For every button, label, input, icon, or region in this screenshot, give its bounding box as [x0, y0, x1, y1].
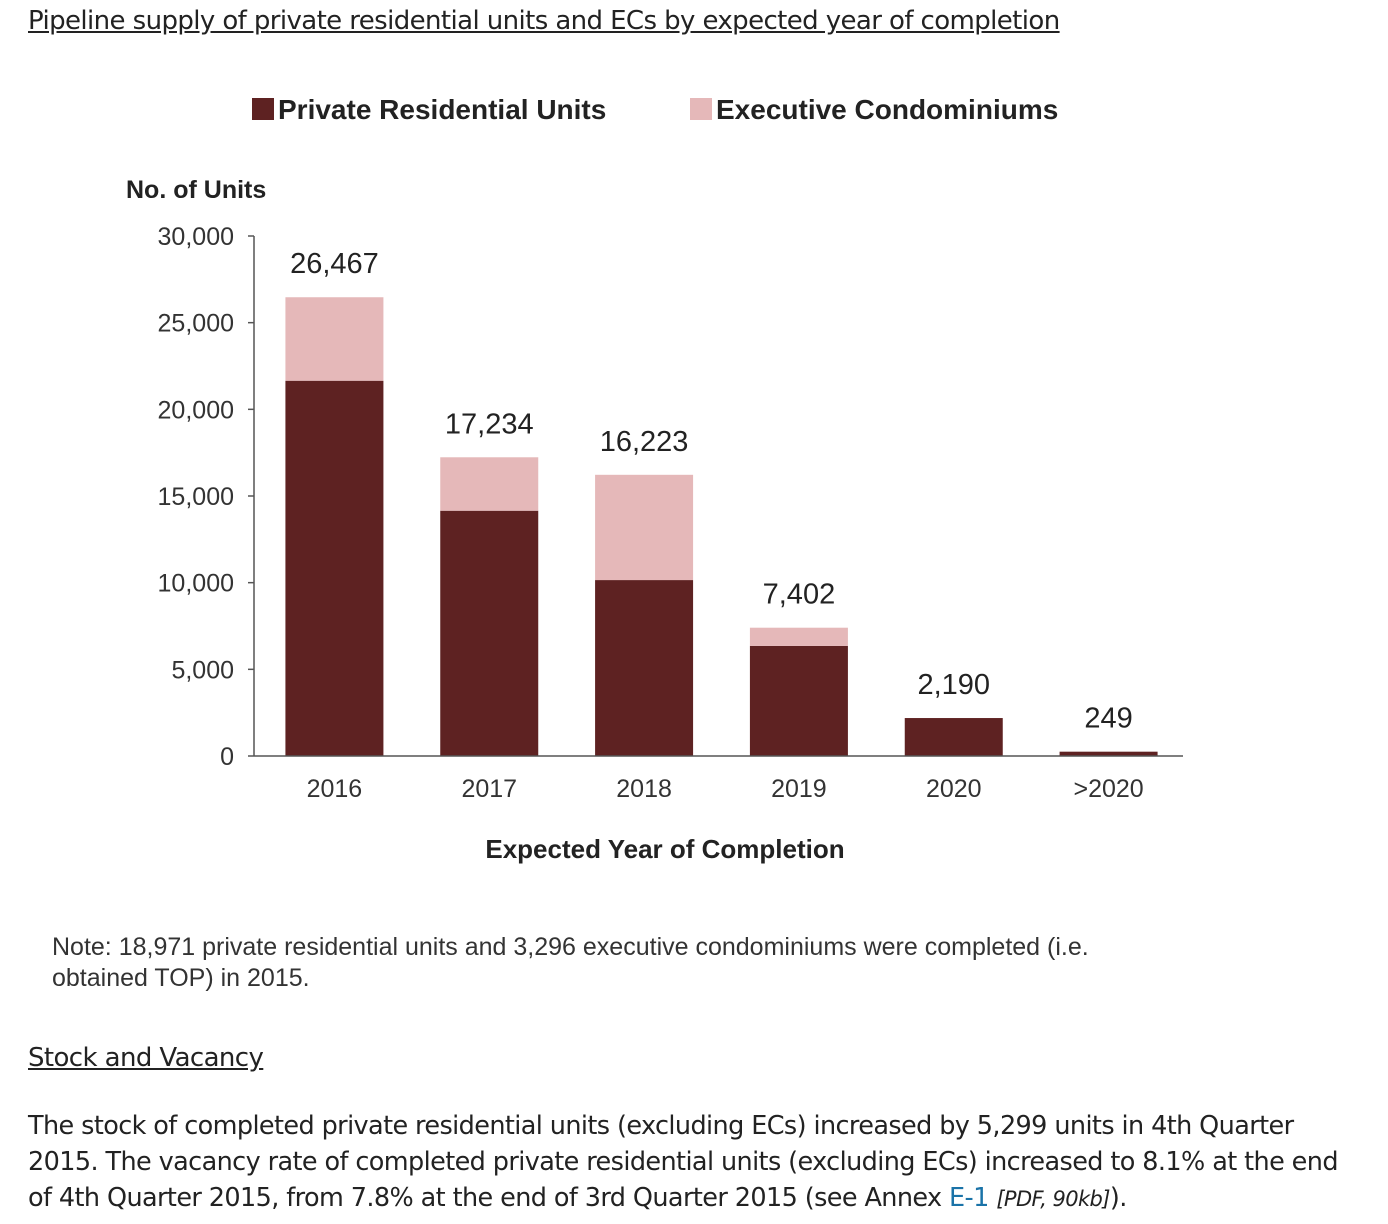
y-tick-label: 30,000	[158, 223, 234, 251]
bars: 26,467 17,234 16,223 7,402 2,190 249	[285, 248, 1158, 756]
x-axis: 2016 2017 2018 2019 2020 >2020	[254, 755, 1183, 803]
bar-2017-series-1	[440, 457, 539, 511]
x-tick-label: 2017	[461, 775, 517, 803]
bar-2019-series-0	[749, 645, 848, 756]
x-tick-label: 2019	[771, 775, 827, 803]
bar-2017-series-0	[440, 510, 539, 756]
annex-file-info: [PDF, 90kb]	[996, 1187, 1110, 1211]
data-label-2016: 26,467	[290, 248, 379, 280]
data-label-2017: 17,234	[445, 408, 534, 440]
data-label-2020: 2,190	[917, 669, 990, 701]
bar-2020-series-0	[904, 718, 1003, 756]
bar-2018-series-1	[595, 474, 694, 581]
bar->2020-series-0	[1059, 751, 1158, 756]
bar-2016-series-1	[285, 297, 384, 381]
paragraph-tail: ).	[1109, 1183, 1127, 1213]
bar-2016-series-0	[285, 380, 384, 756]
data-label->2020: 249	[1084, 703, 1132, 735]
y-tick-label: 10,000	[158, 570, 234, 598]
pipeline-heading[interactable]: Pipeline supply of private residential u…	[28, 6, 1060, 36]
legend-swatch-1	[690, 98, 712, 120]
legend-label-0: Private Residential Units	[278, 94, 606, 125]
y-tick-label: 5,000	[171, 656, 234, 684]
x-axis-label: Expected Year of Completion	[485, 834, 844, 864]
paragraph-text: The stock of completed private residenti…	[28, 1111, 1339, 1213]
chart-legend: Private Residential Units Executive Condo…	[252, 94, 1058, 125]
pipeline-chart: Private Residential Units Executive Condo…	[126, 94, 1183, 864]
x-tick-label: 2018	[616, 775, 672, 803]
bar-2018-series-0	[595, 580, 694, 756]
data-label-2019: 7,402	[763, 579, 836, 611]
y-tick-label: 0	[220, 743, 234, 771]
y-axis: 0 5,000 10,000 15,000 20,000 25,000 30,000	[158, 223, 255, 771]
legend-swatch-0	[252, 98, 274, 120]
y-tick-label: 20,000	[158, 396, 234, 424]
y-axis-label: No. of Units	[126, 176, 266, 204]
x-tick-label: >2020	[1073, 775, 1143, 803]
stock-vacancy-paragraph: The stock of completed private residenti…	[28, 1108, 1368, 1217]
bar-2019-series-1	[749, 627, 848, 646]
legend-label-1: Executive Condominiums	[716, 94, 1058, 125]
chart-note: Note: 18,971 private residential units a…	[52, 933, 1089, 992]
stock-vacancy-heading[interactable]: Stock and Vacancy	[28, 1043, 264, 1073]
data-label-2018: 16,223	[600, 426, 689, 458]
annex-e1-link[interactable]: E-1	[949, 1183, 989, 1213]
y-tick-label: 25,000	[158, 310, 234, 338]
x-tick-label: 2016	[307, 775, 363, 803]
x-tick-label: 2020	[926, 775, 982, 803]
y-tick-label: 15,000	[158, 483, 234, 511]
